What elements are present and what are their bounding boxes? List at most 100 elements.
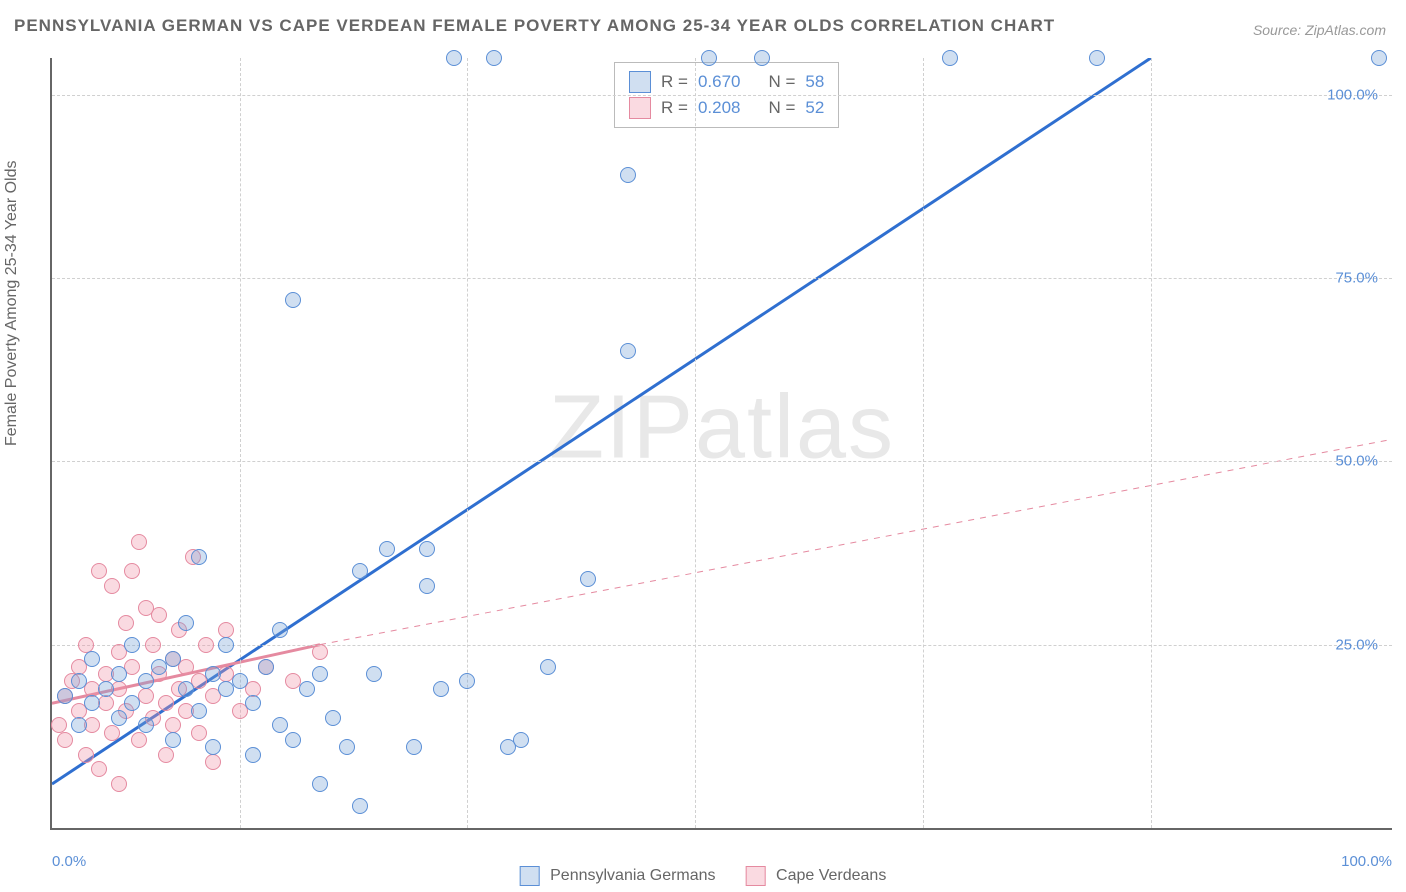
data-point-pg (620, 167, 636, 183)
gridline-vertical (695, 58, 696, 828)
data-point-cv (91, 761, 107, 777)
data-point-pg (84, 695, 100, 711)
data-point-cv (145, 637, 161, 653)
data-point-pg (205, 739, 221, 755)
data-point-pg (339, 739, 355, 755)
data-point-pg (272, 717, 288, 733)
y-tick-label: 75.0% (1335, 270, 1378, 287)
data-point-cv (131, 534, 147, 550)
data-point-pg (178, 615, 194, 631)
data-point-cv (312, 644, 328, 660)
data-point-pg (205, 666, 221, 682)
data-point-cv (104, 725, 120, 741)
r-label: R = (661, 95, 688, 121)
data-point-pg (459, 673, 475, 689)
data-point-pg (580, 571, 596, 587)
n-label: N = (768, 95, 795, 121)
n-value: 58 (805, 69, 824, 95)
data-point-cv (151, 607, 167, 623)
gridline-horizontal (52, 278, 1392, 279)
data-point-pg (352, 563, 368, 579)
legend-swatch-pg (520, 866, 540, 886)
data-point-pg (232, 673, 248, 689)
data-point-cv (124, 563, 140, 579)
data-point-cv (158, 695, 174, 711)
data-point-cv (91, 563, 107, 579)
data-point-pg (513, 732, 529, 748)
y-tick-label: 50.0% (1335, 453, 1378, 470)
legend-row-cv: R = 0.208 N = 52 (629, 95, 824, 121)
data-point-pg (165, 651, 181, 667)
y-axis-title: Female Poverty Among 25-34 Year Olds (3, 161, 21, 447)
data-point-pg (419, 541, 435, 557)
data-point-pg (379, 541, 395, 557)
data-point-cv (57, 732, 73, 748)
data-point-pg (1089, 50, 1105, 66)
legend-item-pg: Pennsylvania Germans (520, 866, 716, 886)
data-point-cv (158, 747, 174, 763)
data-point-pg (218, 637, 234, 653)
data-point-pg (84, 651, 100, 667)
data-point-pg (124, 695, 140, 711)
trendlines-layer (52, 58, 1392, 828)
n-label: N = (768, 69, 795, 95)
data-point-cv (51, 717, 67, 733)
data-point-pg (299, 681, 315, 697)
series-legend: Pennsylvania Germans Cape Verdeans (520, 866, 887, 886)
data-point-pg (57, 688, 73, 704)
data-point-pg (285, 292, 301, 308)
data-point-pg (258, 659, 274, 675)
data-point-pg (272, 622, 288, 638)
data-point-pg (486, 50, 502, 66)
watermark: ZIPatlas (549, 376, 895, 479)
data-point-pg (942, 50, 958, 66)
data-point-pg (71, 717, 87, 733)
data-point-pg (419, 578, 435, 594)
data-point-cv (111, 776, 127, 792)
gridline-vertical (1151, 58, 1152, 828)
gridline-horizontal (52, 461, 1392, 462)
data-point-cv (78, 747, 94, 763)
data-point-pg (312, 666, 328, 682)
r-value: 0.208 (698, 95, 741, 121)
legend-row-pg: R = 0.670 N = 58 (629, 69, 824, 95)
n-value: 52 (805, 95, 824, 121)
y-tick-label: 25.0% (1335, 636, 1378, 653)
data-point-pg (191, 549, 207, 565)
gridline-vertical (467, 58, 468, 828)
data-point-pg (312, 776, 328, 792)
gridline-horizontal (52, 95, 1392, 96)
data-point-pg (111, 666, 127, 682)
data-point-pg (366, 666, 382, 682)
data-point-pg (325, 710, 341, 726)
data-point-pg (701, 50, 717, 66)
gridline-horizontal (52, 645, 1392, 646)
data-point-pg (98, 681, 114, 697)
data-point-pg (178, 681, 194, 697)
data-point-cv (198, 637, 214, 653)
y-tick-label: 100.0% (1327, 86, 1378, 103)
data-point-cv (191, 725, 207, 741)
data-point-pg (285, 732, 301, 748)
r-value: 0.670 (698, 69, 741, 95)
legend-label-pg: Pennsylvania Germans (550, 867, 715, 884)
data-point-cv (131, 732, 147, 748)
data-point-pg (1371, 50, 1387, 66)
data-point-pg (71, 673, 87, 689)
data-point-cv (78, 637, 94, 653)
data-point-pg (165, 732, 181, 748)
legend-swatch (629, 71, 651, 93)
data-point-pg (754, 50, 770, 66)
plot-area: ZIPatlas R = 0.670 N = 58 R = 0.208 N = 52 25.0… (50, 58, 1392, 830)
data-point-pg (138, 717, 154, 733)
legend-swatch (629, 97, 651, 119)
source-attribution: Source: ZipAtlas.com (1253, 22, 1386, 38)
gridline-vertical (923, 58, 924, 828)
x-tick-label: 0.0% (52, 853, 86, 870)
legend-label-cv: Cape Verdeans (776, 867, 886, 884)
data-point-pg (124, 637, 140, 653)
data-point-pg (191, 703, 207, 719)
data-point-cv (104, 578, 120, 594)
r-label: R = (661, 69, 688, 95)
data-point-pg (352, 798, 368, 814)
